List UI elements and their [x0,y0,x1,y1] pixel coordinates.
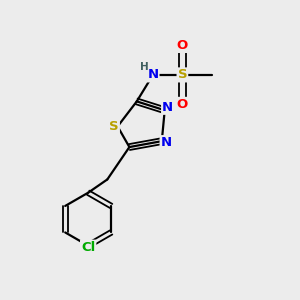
Text: Cl: Cl [81,241,95,254]
Text: S: S [109,120,119,133]
Text: N: N [160,136,172,149]
Text: S: S [178,68,187,81]
Text: N: N [147,68,158,81]
Text: H: H [140,62,148,72]
Text: O: O [177,39,188,52]
Text: N: N [162,101,173,114]
Text: O: O [177,98,188,111]
